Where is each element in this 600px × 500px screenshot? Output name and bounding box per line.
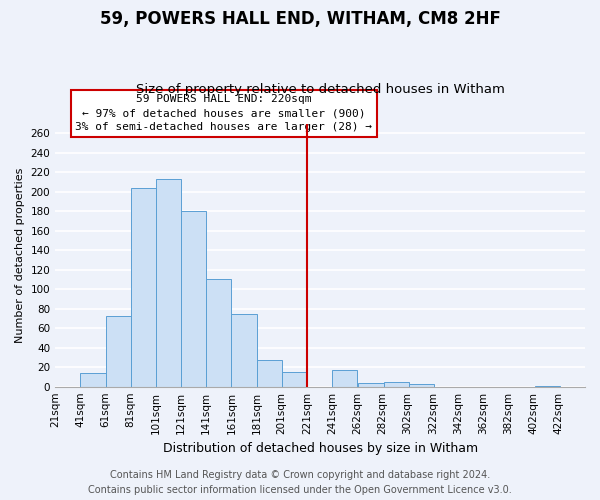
Bar xyxy=(383,382,409,386)
Bar xyxy=(232,314,257,386)
Bar xyxy=(156,179,181,386)
Bar xyxy=(409,384,434,386)
Bar xyxy=(206,280,232,386)
Bar xyxy=(106,316,131,386)
Text: 59 POWERS HALL END: 220sqm
← 97% of detached houses are smaller (900)
3% of semi: 59 POWERS HALL END: 220sqm ← 97% of deta… xyxy=(76,94,373,132)
Bar xyxy=(257,360,281,386)
Bar xyxy=(181,212,206,386)
Bar xyxy=(358,383,383,386)
X-axis label: Distribution of detached houses by size in Witham: Distribution of detached houses by size … xyxy=(163,442,478,455)
Bar xyxy=(281,372,307,386)
Bar xyxy=(332,370,357,386)
Title: Size of property relative to detached houses in Witham: Size of property relative to detached ho… xyxy=(136,83,505,96)
Text: 59, POWERS HALL END, WITHAM, CM8 2HF: 59, POWERS HALL END, WITHAM, CM8 2HF xyxy=(100,10,500,28)
Y-axis label: Number of detached properties: Number of detached properties xyxy=(15,168,25,343)
Text: Contains HM Land Registry data © Crown copyright and database right 2024.
Contai: Contains HM Land Registry data © Crown c… xyxy=(88,470,512,495)
Bar xyxy=(80,373,106,386)
Bar xyxy=(131,188,156,386)
